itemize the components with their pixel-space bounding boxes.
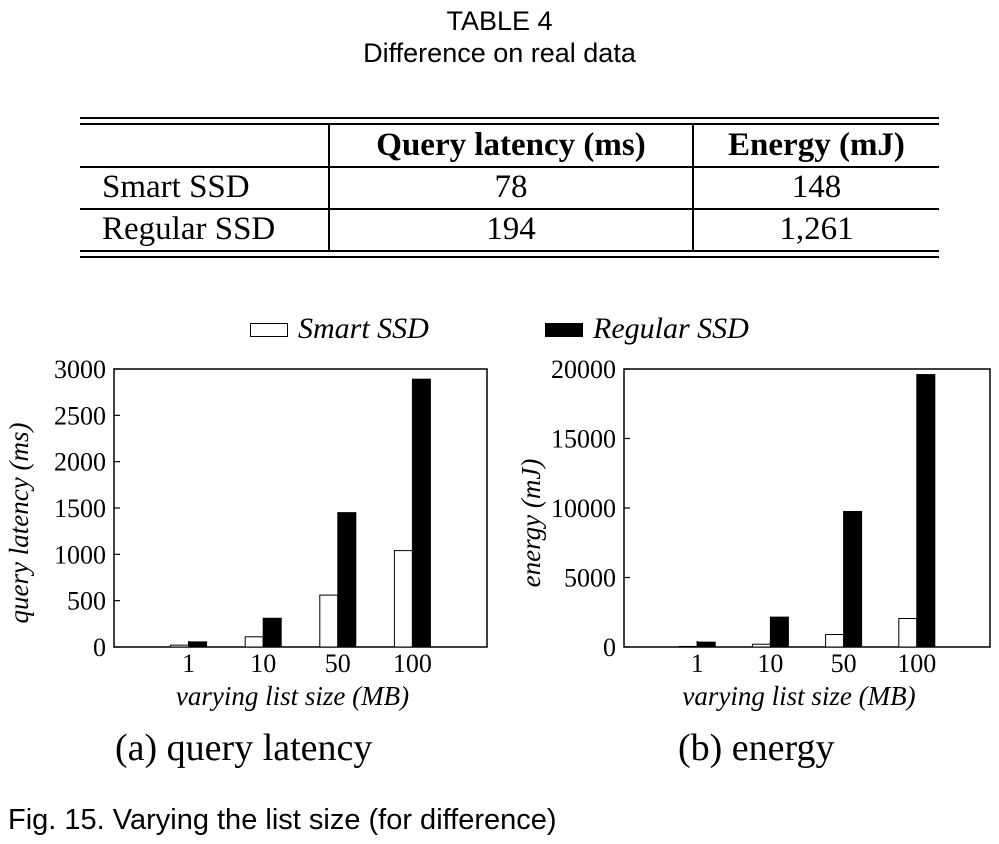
chart-latency-bar-regular-ssd-10 <box>262 617 282 648</box>
chart-latency-ytick-label: 3000 <box>54 355 106 384</box>
table-bottom-rule-1 <box>80 250 939 252</box>
header-query-latency: Query latency (ms) <box>376 127 646 163</box>
row-smart-ssd-energy: 148 <box>791 169 842 205</box>
chart-latency-bar-regular-ssd-50 <box>337 512 357 648</box>
table-top-rule-1 <box>80 117 939 119</box>
table-label: TABLE 4 <box>446 6 553 36</box>
chart-latency-xtick-label: 50 <box>325 649 351 678</box>
chart-energy-xlabel: varying list size (MB) <box>682 681 915 711</box>
chart-latency-plot-frame <box>113 368 488 648</box>
chart-energy-ytick-label: 15000 <box>551 425 616 454</box>
row-regular-ssd-name: Regular SSD <box>102 211 276 247</box>
row-regular-ssd-latency: 194 <box>486 211 536 247</box>
chart-latency-ytick-label: 1000 <box>54 540 106 569</box>
chart-energy-bar-smart-ssd-10 <box>751 643 771 648</box>
chart-energy-bar-smart-ssd-100 <box>898 618 918 648</box>
data-table: Query latency (ms) Energy (mJ) Smart SSD… <box>80 117 939 262</box>
chart-energy-bar-smart-ssd-1 <box>678 645 698 648</box>
table-bottom-rule-2 <box>80 256 939 258</box>
chart-energy-bar-regular-ssd-1 <box>696 641 716 648</box>
chart-energy-xtick-label: 10 <box>757 649 783 678</box>
row-regular-ssd-energy: 1,261 <box>779 211 854 247</box>
chart-latency-ytick-label: 500 <box>67 587 106 616</box>
chart-latency-bar-regular-ssd-1 <box>188 641 208 648</box>
chart-latency-ytick-label: 1500 <box>54 494 106 523</box>
chart-latency-bar-smart-ssd-10 <box>244 636 264 648</box>
legend-label-smart-ssd: Smart SSD <box>298 312 429 345</box>
chart-latency-ytick-label: 2000 <box>54 448 106 477</box>
chart-energy-bar-regular-ssd-100 <box>916 374 936 648</box>
chart-latency-bar-smart-ssd-1 <box>170 644 190 648</box>
legend-swatch-regular-ssd <box>545 323 583 337</box>
row-smart-ssd-name: Smart SSD <box>102 169 250 205</box>
chart-latency-bar-smart-ssd-50 <box>319 594 339 648</box>
chart-latency-ylabel: query latency (ms) <box>4 423 34 624</box>
chart-energy-xtick-label: 100 <box>897 649 936 678</box>
chart-energy-ytick-label: 5000 <box>564 564 616 593</box>
header-energy: Energy (mJ) <box>728 127 905 163</box>
table-col-divider-1 <box>328 124 330 251</box>
subcaption-b: (b) energy <box>678 727 835 769</box>
table-top-rule-2 <box>80 123 939 125</box>
chart-energy-ytick-label: 20000 <box>551 355 616 384</box>
table-col-divider-2 <box>692 124 694 251</box>
chart-latency-xtick-label: 100 <box>393 649 432 678</box>
legend-label-regular-ssd: Regular SSD <box>593 312 749 345</box>
chart-latency-ytick-label: 2500 <box>54 401 106 430</box>
chart-energy-bar-regular-ssd-10 <box>769 616 789 648</box>
figure-caption: Fig. 15. Varying the list size (for diff… <box>8 804 557 836</box>
chart-latency-xlabel: varying list size (MB) <box>176 681 409 711</box>
table-row-rule <box>80 208 939 210</box>
chart-energy-ytick-label: 0 <box>603 633 616 662</box>
chart-energy-xtick-label: 50 <box>831 649 857 678</box>
chart-latency-xtick-label: 1 <box>182 649 195 678</box>
chart-latency-bar-regular-ssd-100 <box>411 378 431 648</box>
subcaption-a: (a) query latency <box>115 727 373 769</box>
chart-latency-bar-smart-ssd-100 <box>393 550 413 648</box>
chart-energy-ylabel: energy (mJ) <box>516 459 546 588</box>
chart-latency-xtick-label: 10 <box>250 649 276 678</box>
table-header-rule <box>80 166 939 168</box>
legend-swatch-smart-ssd <box>250 323 288 337</box>
row-smart-ssd-latency: 78 <box>494 169 528 205</box>
table-caption: Difference on real data <box>363 38 636 68</box>
chart-latency-ytick-label: 0 <box>93 633 106 662</box>
chart-energy-bar-smart-ssd-50 <box>825 633 845 648</box>
chart-energy-bar-regular-ssd-50 <box>843 510 863 648</box>
chart-energy-ytick-label: 10000 <box>551 494 616 523</box>
chart-energy-xtick-label: 1 <box>691 649 704 678</box>
chart-legend: Smart SSD Regular SSD <box>0 310 999 350</box>
